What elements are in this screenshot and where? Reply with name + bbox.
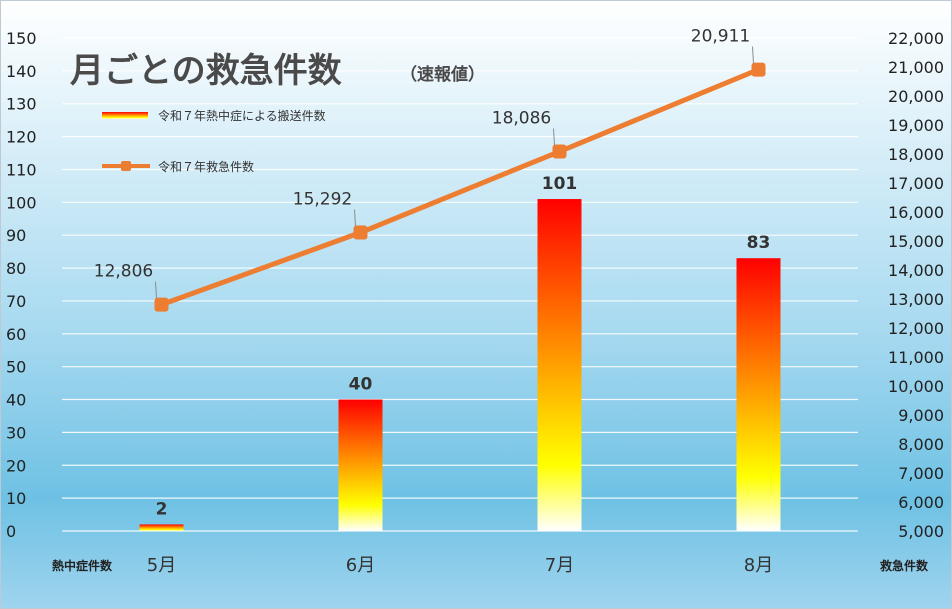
right-tick-label: 5,000 [898,522,944,541]
chart-subtitle: （速報値） [400,64,485,85]
bar-data-label: 2 [156,499,168,519]
left-tick-label: 60 [6,325,26,344]
left-tick-label: 40 [6,391,26,410]
chart-title: 月ごとの救急件数 [70,51,342,91]
left-tick-label: 90 [6,226,26,245]
right-tick-label: 17,000 [888,174,944,193]
left-axis-title: 熱中症件数 [52,558,113,573]
left-tick-label: 70 [6,292,26,311]
line-data-label: 15,292 [293,190,352,210]
right-tick-label: 20,000 [888,87,944,106]
leader-line [752,46,754,64]
left-tick-label: 50 [6,358,26,377]
left-tick-label: 10 [6,489,26,508]
right-tick-label: 15,000 [888,232,944,251]
right-axis-ticks: 5,000 6,000 7,000 8,000 9,000 10,000 11,000 12,… [888,29,944,541]
right-tick-label: 8,000 [898,435,944,454]
x-tick-label: 8月 [744,555,773,576]
legend-line-marker [121,161,131,171]
x-axis-ticks: 5月 6月 7月 8月 [147,555,773,576]
bar [736,258,781,531]
line-marker [552,144,567,159]
left-tick-label: 110 [6,160,37,179]
bar-data-label: 83 [747,233,771,253]
line-data-label: 12,806 [94,262,153,282]
left-axis-ticks: 0 10 20 30 40 50 60 70 80 90 100 110 120 130 140 150 [6,29,37,541]
right-tick-label: 19,000 [888,116,944,135]
legend: 令和７年熱中症による搬送件数 令和７年救急件数 [102,108,326,174]
bar-data-label: 101 [542,174,578,194]
leader-line [553,128,555,146]
bar [537,199,582,531]
line-marker [751,62,766,77]
left-tick-label: 0 [6,522,16,541]
right-tick-label: 22,000 [888,29,944,48]
right-tick-label: 16,000 [888,203,944,222]
left-tick-label: 20 [6,456,26,475]
legend-bar-label: 令和７年熱中症による搬送件数 [158,108,326,123]
right-tick-label: 9,000 [898,406,944,425]
right-tick-label: 6,000 [898,493,944,512]
right-tick-label: 21,000 [888,58,944,77]
left-tick-label: 130 [6,95,37,114]
legend-line-label: 令和７年救急件数 [158,159,254,174]
left-tick-label: 150 [6,29,37,48]
right-tick-label: 14,000 [888,261,944,280]
leader-line [155,281,157,299]
line-marker [154,297,169,312]
left-tick-label: 100 [6,193,37,212]
bar [338,399,383,531]
line-marker [353,225,368,240]
leader-line [354,209,356,227]
right-tick-label: 7,000 [898,464,944,483]
x-tick-label: 6月 [346,555,375,576]
x-tick-label: 5月 [147,555,176,576]
line-series: 12,806 15,292 18,086 20,911 [94,27,766,312]
left-tick-label: 140 [6,62,37,81]
right-tick-label: 13,000 [888,290,944,309]
bar-series: 2 40 101 83 [139,174,781,531]
legend-bar-swatch [102,112,148,119]
left-tick-label: 120 [6,128,37,147]
x-tick-label: 7月 [545,555,574,576]
gridlines [62,37,858,532]
bar-data-label: 40 [349,375,373,395]
left-tick-label: 30 [6,423,26,442]
bar [139,524,184,531]
right-axis-title: 救急件数 [880,558,929,573]
line-data-label: 18,086 [492,109,551,129]
right-tick-label: 18,000 [888,145,944,164]
left-tick-label: 80 [6,259,26,278]
series-line [160,67,760,307]
right-tick-label: 11,000 [888,348,944,367]
line-data-label: 20,911 [691,27,750,47]
right-tick-label: 10,000 [888,377,944,396]
right-tick-label: 12,000 [888,319,944,338]
